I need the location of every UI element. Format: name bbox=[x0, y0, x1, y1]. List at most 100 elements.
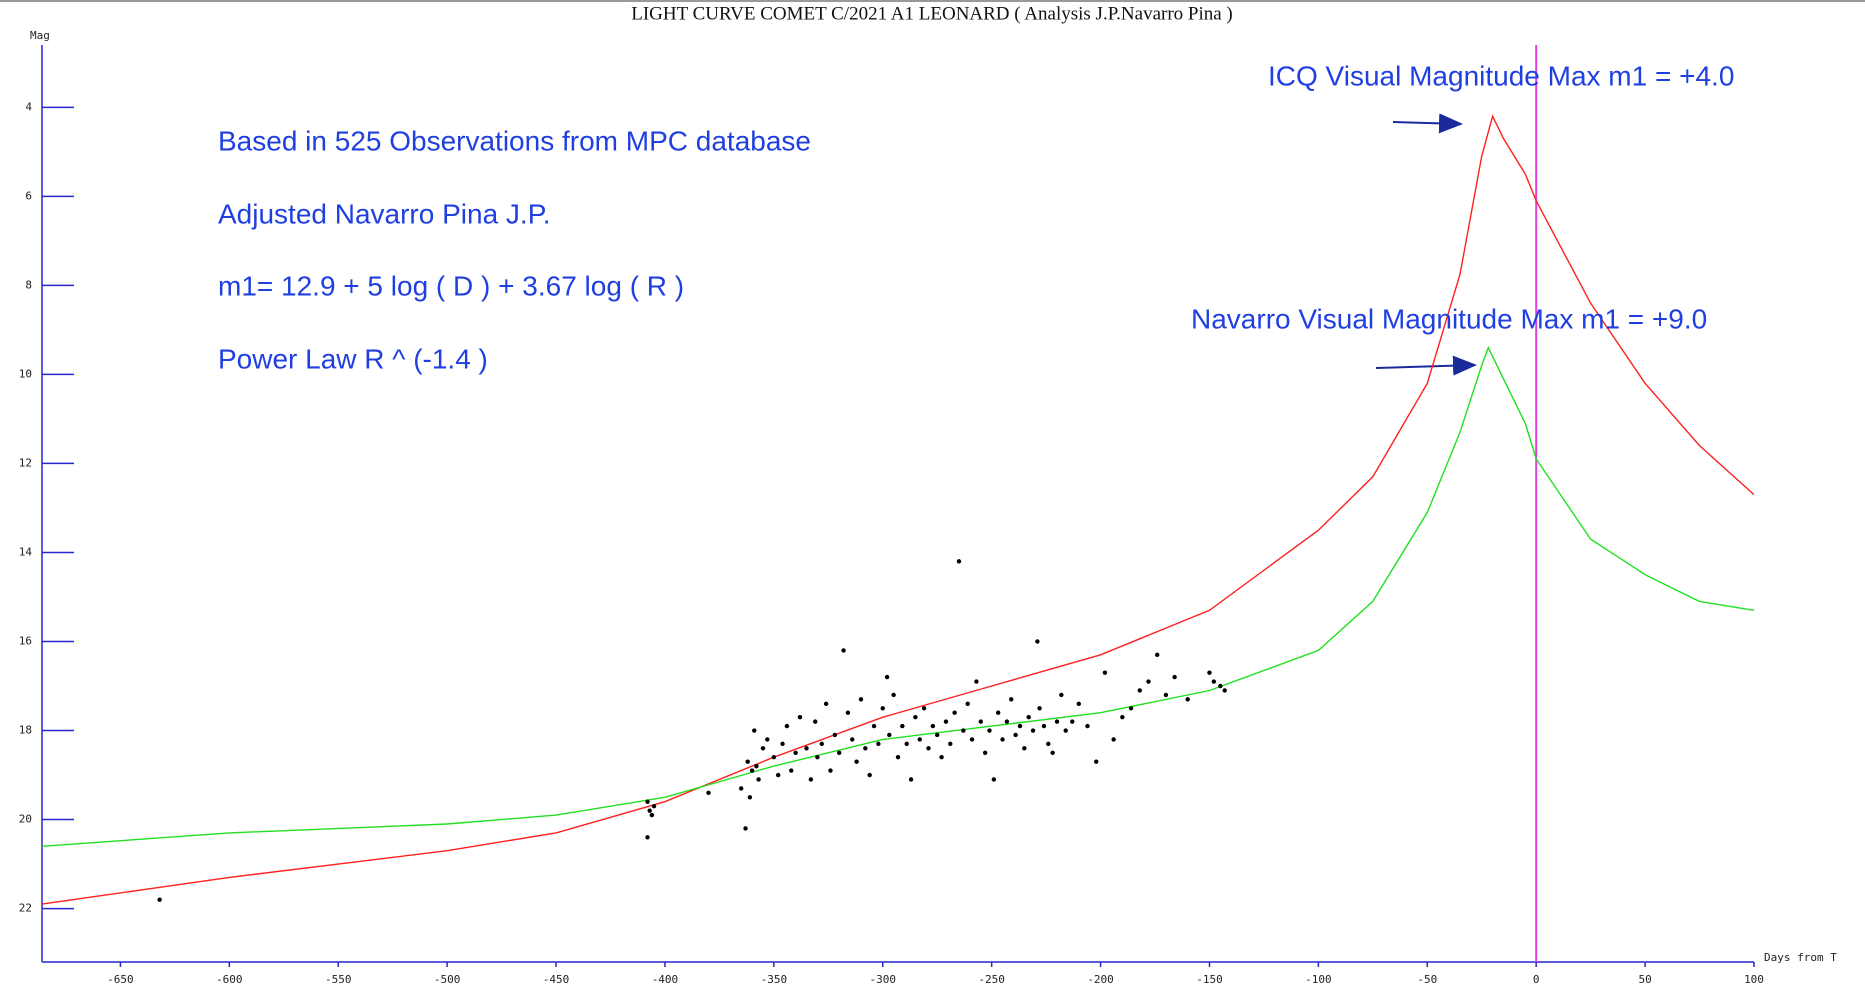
observation bbox=[991, 777, 997, 782]
observation bbox=[904, 741, 909, 747]
observation bbox=[749, 768, 755, 773]
observation bbox=[858, 697, 864, 702]
observation bbox=[815, 755, 820, 760]
x-tick-label: -600 bbox=[216, 973, 243, 986]
observation bbox=[1046, 741, 1051, 747]
x-tick-label: -350 bbox=[761, 973, 788, 986]
observation bbox=[784, 723, 790, 729]
observation bbox=[797, 714, 803, 720]
observation bbox=[780, 741, 785, 747]
observation bbox=[908, 777, 914, 782]
observation bbox=[706, 790, 711, 796]
observation bbox=[1063, 728, 1068, 733]
observation bbox=[754, 763, 759, 769]
observation bbox=[1054, 719, 1060, 724]
x-tick-label: -200 bbox=[1087, 973, 1114, 986]
x-tick-label: -500 bbox=[434, 973, 461, 986]
y-tick-label: 18 bbox=[19, 724, 32, 737]
x-tick-label: -300 bbox=[870, 973, 897, 986]
observation bbox=[745, 759, 750, 764]
observation bbox=[1218, 683, 1223, 689]
observation bbox=[651, 803, 657, 809]
observation bbox=[1120, 714, 1125, 720]
x-tick-label: -550 bbox=[325, 973, 352, 986]
observation bbox=[1050, 750, 1055, 755]
x-tick-label: -400 bbox=[652, 973, 679, 986]
observation bbox=[939, 755, 944, 760]
observation bbox=[841, 648, 846, 653]
observation bbox=[1172, 674, 1177, 680]
annotation: Power Law R ^ (-1.4 ) bbox=[218, 343, 488, 374]
observation bbox=[863, 746, 868, 751]
y-tick-label: 8 bbox=[25, 278, 32, 291]
observation bbox=[876, 741, 881, 747]
observation bbox=[804, 746, 809, 751]
observation bbox=[756, 777, 761, 782]
observation bbox=[956, 559, 962, 564]
observation bbox=[836, 750, 842, 755]
observation bbox=[1222, 688, 1227, 693]
observation bbox=[1004, 719, 1010, 724]
x-tick-label: -250 bbox=[978, 973, 1005, 986]
observation bbox=[752, 728, 757, 733]
observation bbox=[974, 679, 979, 684]
observation bbox=[1085, 723, 1090, 729]
observation bbox=[771, 755, 777, 760]
observation bbox=[943, 719, 949, 724]
observation bbox=[808, 777, 814, 782]
observation bbox=[891, 692, 896, 698]
observation bbox=[935, 732, 940, 738]
observation bbox=[884, 674, 890, 680]
observation bbox=[1154, 652, 1160, 658]
observation bbox=[900, 723, 905, 729]
x-axis-label: Days from T bbox=[1764, 951, 1837, 964]
observation bbox=[854, 759, 859, 764]
observation bbox=[1013, 732, 1018, 738]
observation bbox=[1137, 688, 1142, 693]
annotation: Navarro Visual Magnitude Max m1 = +9.0 bbox=[1191, 303, 1707, 334]
observation bbox=[776, 772, 781, 778]
observation bbox=[1017, 723, 1023, 729]
observation bbox=[969, 737, 975, 742]
observation bbox=[1076, 701, 1081, 707]
observation bbox=[649, 812, 655, 818]
observation bbox=[1035, 639, 1040, 644]
observation bbox=[1026, 714, 1031, 720]
observation bbox=[789, 768, 794, 773]
observation bbox=[895, 755, 901, 760]
annotation: Adjusted Navarro Pina J.P. bbox=[218, 198, 551, 229]
observation bbox=[952, 710, 957, 715]
observation bbox=[819, 741, 824, 747]
y-tick-label: 4 bbox=[25, 100, 32, 113]
observation bbox=[832, 732, 838, 738]
observation bbox=[823, 701, 829, 707]
observation bbox=[845, 710, 851, 715]
x-tick-label: 100 bbox=[1744, 973, 1764, 986]
observation bbox=[157, 897, 162, 902]
curve bbox=[41, 345, 1755, 847]
annotation: Based in 525 Observations from MPC datab… bbox=[218, 125, 811, 156]
observation bbox=[1041, 723, 1047, 729]
annotation: m1= 12.9 + 5 log ( D ) + 3.67 log ( R ) bbox=[218, 270, 684, 301]
observation bbox=[1185, 697, 1190, 702]
observation bbox=[1009, 697, 1014, 702]
observation bbox=[1037, 706, 1042, 711]
y-tick-label: 14 bbox=[19, 545, 33, 558]
observation bbox=[850, 737, 855, 742]
observation bbox=[647, 808, 652, 813]
observation bbox=[1146, 679, 1151, 684]
x-tick-label: 0 bbox=[1533, 973, 1540, 986]
observation bbox=[645, 835, 650, 840]
observation bbox=[793, 750, 798, 755]
y-tick-label: 10 bbox=[19, 367, 32, 380]
x-tick-label: -450 bbox=[543, 973, 570, 986]
observation bbox=[867, 772, 872, 778]
observation bbox=[987, 728, 992, 733]
observation bbox=[828, 768, 833, 773]
curve bbox=[41, 114, 1755, 905]
observation bbox=[913, 714, 918, 720]
y-tick-label: 20 bbox=[19, 813, 32, 826]
x-tick-label: 50 bbox=[1638, 973, 1651, 986]
observation bbox=[1163, 692, 1169, 698]
